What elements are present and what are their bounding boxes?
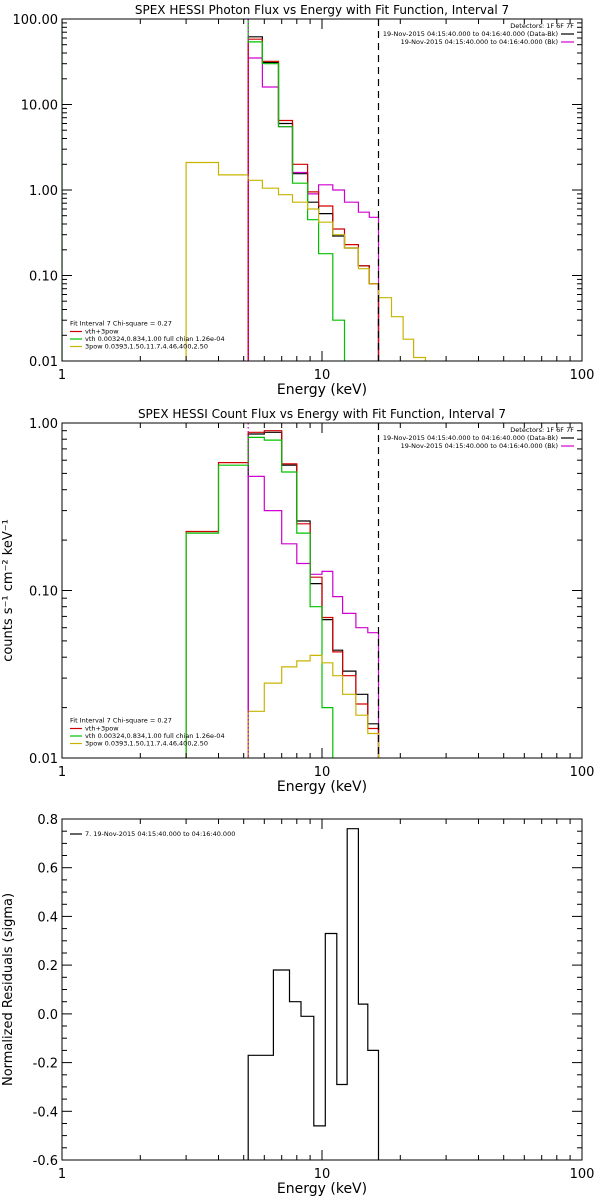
series-1-1-line	[247, 475, 380, 758]
legend-header: Detectors: 1F 6F 7F	[510, 426, 574, 434]
series-0-0-line	[247, 36, 380, 361]
legend-entry-text: vth+3pow	[85, 725, 119, 733]
y-axis-label: Normalized Residuals (sigma)	[1, 893, 16, 1086]
series-0-4-line	[185, 161, 427, 361]
legend-entry-text: vth 0.00324,0.834,1.00 full chian 1.26e-…	[85, 732, 225, 740]
legend-entry-text: 3pow 0.0393,1.50,11.7,4.46,400,2.50	[85, 740, 208, 748]
chart-title: SPEX HESSI Photon Flux vs Energy with Fi…	[135, 3, 509, 17]
y-tick-label: 0.10	[29, 585, 58, 600]
series-1-4-line	[247, 654, 380, 758]
plot-frame	[61, 18, 583, 362]
x-tick-label: 1	[58, 765, 66, 780]
y-tick-label: 0.01	[29, 752, 58, 767]
x-tick-label: 1	[58, 368, 66, 383]
legend-entry-text: vth 0.00324,0.834,1.00 full chian 1.26e-…	[85, 335, 225, 343]
y-tick-label: 0.10	[29, 270, 58, 285]
y-tick-label: -0.6	[33, 1154, 58, 1169]
y-tick-label: 0.0	[37, 1008, 58, 1023]
y-tick-label: 1.00	[29, 184, 58, 199]
plot-frame	[61, 818, 583, 1161]
x-axis-label: Energy (keV)	[277, 1181, 367, 1197]
legend-header: Fit Interval 7 Chi-square = 0.27	[70, 320, 172, 328]
chart-2: SPEX HESSI Count Flux vs Energy with Fit…	[1, 407, 594, 795]
legend-entry-text: vth+3pow	[85, 328, 119, 336]
y-tick-label: 0.8	[37, 813, 58, 828]
chart-title: SPEX HESSI Count Flux vs Energy with Fit…	[138, 407, 506, 421]
series-1-3-line	[185, 436, 334, 758]
y-tick-label: 10.00	[21, 99, 58, 114]
legend-entry-text: 19-Nov-2015 04:15:40.000 to 04:16:40.000…	[401, 38, 558, 46]
x-tick-label: 10	[314, 368, 331, 383]
legend-header: Fit Interval 7 Chi-square = 0.27	[70, 717, 172, 725]
legend-entry-text: 19-Nov-2015 04:15:40.000 to 04:16:40.000…	[401, 442, 558, 450]
series-group	[185, 430, 380, 758]
x-tick-label: 10	[314, 1167, 331, 1182]
x-axis-label: Energy (keV)	[277, 779, 367, 795]
x-tick-label: 100	[570, 765, 595, 780]
y-tick-label: 0.4	[37, 910, 58, 925]
y-tick-label: -0.2	[33, 1057, 58, 1072]
series-0-3-line	[62, 19, 346, 361]
series-group	[247, 828, 380, 1160]
legend-entry-text: 3pow 0.0393,1.50,11.7,4.46,400,2.50	[85, 343, 208, 351]
x-tick-label: 100	[570, 368, 595, 383]
series-2-0-line	[247, 828, 380, 1160]
y-tick-label: 0.2	[37, 959, 58, 974]
x-tick-label: 100	[570, 1167, 595, 1182]
chart-1: SPEX HESSI Photon Flux vs Energy with Fi…	[13, 3, 595, 398]
legend-entry-text: 19-Nov-2015 04:15:40.000 to 04:16:40.000…	[383, 434, 558, 442]
legend-entry-text: 19-Nov-2015 04:15:40.000 to 04:16:40.000…	[383, 30, 558, 38]
y-tick-label: 1.00	[29, 417, 58, 432]
x-tick-label: 1	[58, 1167, 66, 1182]
legend-entry-text: 7. 19-Nov-2015 04:15:40.000 to 04:16:40.…	[85, 830, 235, 838]
series-0-1-line	[247, 57, 380, 361]
x-axis-label: Energy (keV)	[277, 382, 367, 398]
series-0-2-line	[247, 38, 380, 361]
series-group	[62, 19, 427, 361]
x-tick-label: 10	[314, 765, 331, 780]
legend-header: Detectors: 1F 6F 7F	[510, 22, 574, 30]
y-axis-label: counts s⁻¹ cm⁻² keV⁻¹	[1, 519, 16, 662]
series-1-0-line	[247, 431, 380, 758]
y-tick-label: 0.6	[37, 862, 58, 877]
y-tick-label: -0.4	[33, 1105, 58, 1120]
chart-3: 1 10 100 Energy (keV) -0.6 -0.4 -0.2 0.0 0.2 0.4 0…	[1, 813, 594, 1197]
y-tick-label: 100.00	[13, 13, 59, 28]
y-tick-label: 0.01	[29, 355, 58, 370]
